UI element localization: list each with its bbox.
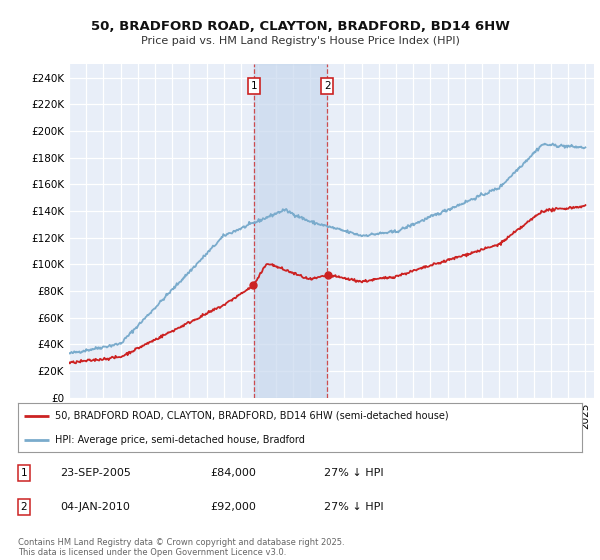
Text: Contains HM Land Registry data © Crown copyright and database right 2025.
This d: Contains HM Land Registry data © Crown c… — [18, 538, 344, 557]
Text: 27% ↓ HPI: 27% ↓ HPI — [324, 502, 383, 512]
Text: 1: 1 — [20, 468, 28, 478]
Text: 1: 1 — [250, 81, 257, 91]
Text: 2: 2 — [324, 81, 331, 91]
Text: 50, BRADFORD ROAD, CLAYTON, BRADFORD, BD14 6HW: 50, BRADFORD ROAD, CLAYTON, BRADFORD, BD… — [91, 20, 509, 32]
Text: HPI: Average price, semi-detached house, Bradford: HPI: Average price, semi-detached house,… — [55, 435, 305, 445]
Text: 2: 2 — [20, 502, 28, 512]
Text: Price paid vs. HM Land Registry's House Price Index (HPI): Price paid vs. HM Land Registry's House … — [140, 36, 460, 46]
Bar — [254, 64, 328, 398]
Text: £92,000: £92,000 — [210, 502, 256, 512]
Text: 23-SEP-2005: 23-SEP-2005 — [60, 468, 131, 478]
Text: 50, BRADFORD ROAD, CLAYTON, BRADFORD, BD14 6HW (semi-detached house): 50, BRADFORD ROAD, CLAYTON, BRADFORD, BD… — [55, 410, 448, 421]
Text: 27% ↓ HPI: 27% ↓ HPI — [324, 468, 383, 478]
Text: 04-JAN-2010: 04-JAN-2010 — [60, 502, 130, 512]
Text: £84,000: £84,000 — [210, 468, 256, 478]
